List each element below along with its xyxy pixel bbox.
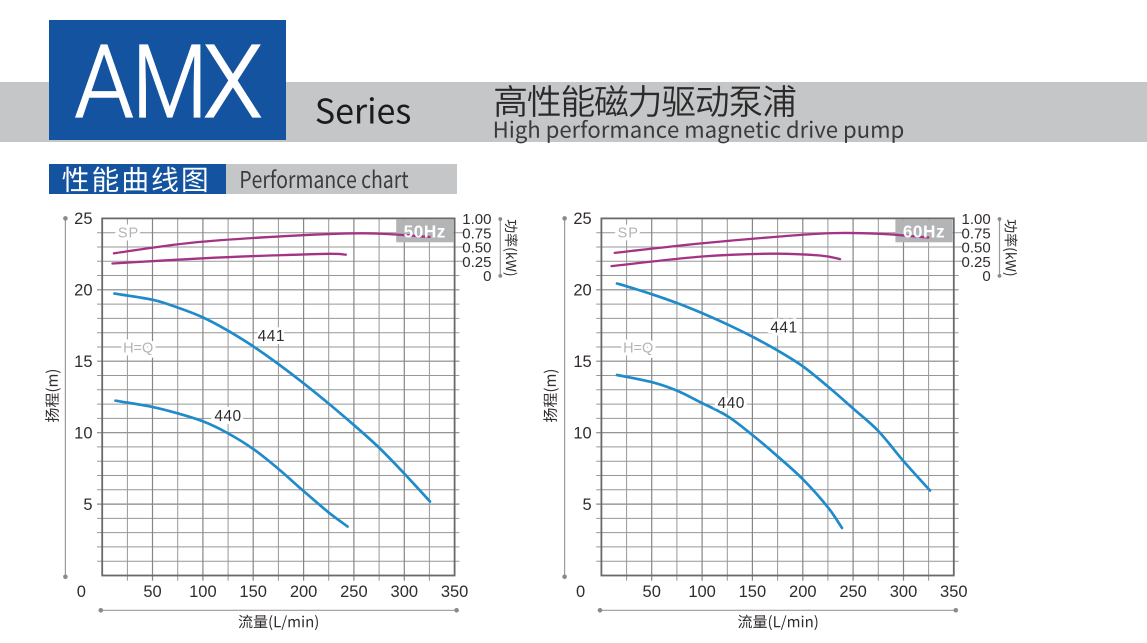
svg-text:60Hz: 60Hz xyxy=(903,222,945,242)
svg-text:10: 10 xyxy=(573,425,591,443)
svg-text:441: 441 xyxy=(770,320,797,337)
svg-text:15: 15 xyxy=(573,353,591,371)
svg-text:0: 0 xyxy=(483,268,491,285)
svg-text:H=Q: H=Q xyxy=(623,340,653,356)
svg-text:250: 250 xyxy=(340,583,368,601)
svg-text:200: 200 xyxy=(789,583,817,601)
svg-text:0: 0 xyxy=(982,268,990,285)
svg-text:100: 100 xyxy=(189,583,217,601)
svg-text:150: 150 xyxy=(739,583,767,601)
svg-text:440: 440 xyxy=(718,395,745,412)
svg-text:15: 15 xyxy=(74,353,92,371)
svg-text:1.00: 1.00 xyxy=(961,211,990,228)
svg-text:0.50: 0.50 xyxy=(462,240,491,257)
svg-text:5: 5 xyxy=(583,496,592,514)
svg-text:100: 100 xyxy=(688,583,716,601)
svg-text:300: 300 xyxy=(890,583,918,601)
svg-text:20: 20 xyxy=(573,282,591,300)
svg-text:0.25: 0.25 xyxy=(462,254,491,271)
svg-text:20: 20 xyxy=(74,282,92,300)
svg-text:0.25: 0.25 xyxy=(961,254,990,271)
svg-text:250: 250 xyxy=(839,583,867,601)
svg-text:441: 441 xyxy=(258,328,285,345)
svg-text:0.75: 0.75 xyxy=(462,225,491,242)
svg-text:1.00: 1.00 xyxy=(462,211,491,228)
svg-text:350: 350 xyxy=(441,583,469,601)
svg-text:SP: SP xyxy=(618,226,639,242)
svg-text:440: 440 xyxy=(214,408,241,425)
svg-text:350: 350 xyxy=(940,583,968,601)
svg-text:0: 0 xyxy=(77,583,86,601)
svg-text:50: 50 xyxy=(643,583,661,601)
svg-text:H=Q: H=Q xyxy=(123,340,153,356)
svg-text:25: 25 xyxy=(74,210,92,228)
svg-text:0.50: 0.50 xyxy=(961,240,990,257)
svg-text:SP: SP xyxy=(118,226,139,242)
svg-text:50: 50 xyxy=(143,583,161,601)
svg-text:25: 25 xyxy=(573,210,591,228)
svg-text:0.75: 0.75 xyxy=(961,225,990,242)
svg-text:150: 150 xyxy=(239,583,267,601)
svg-text:5: 5 xyxy=(83,496,92,514)
svg-text:50Hz: 50Hz xyxy=(404,222,446,242)
svg-text:0: 0 xyxy=(576,583,585,601)
svg-text:300: 300 xyxy=(391,583,419,601)
svg-text:200: 200 xyxy=(290,583,318,601)
svg-text:10: 10 xyxy=(74,425,92,443)
